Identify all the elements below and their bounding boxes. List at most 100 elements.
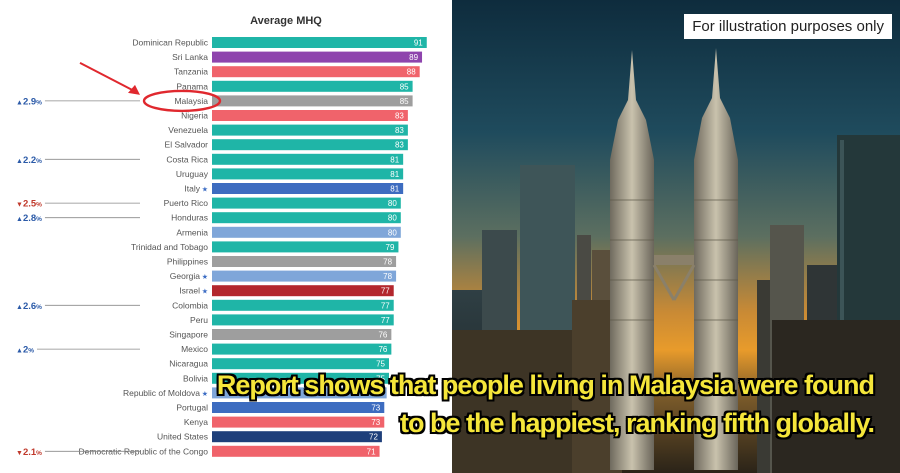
- highlight-circle: [142, 89, 222, 113]
- value-label: 79: [386, 243, 395, 252]
- category-label: Nicaragua: [169, 359, 208, 369]
- star-icon: ★: [202, 288, 208, 296]
- value-label: 72: [369, 433, 378, 442]
- category-label: Democratic Republic of the Congo: [79, 446, 209, 456]
- value-label: 80: [388, 228, 397, 237]
- value-label: 75: [376, 374, 385, 383]
- bar-nigeria: [212, 110, 408, 121]
- bar-mexico: [212, 343, 392, 355]
- value-label: 81: [390, 170, 399, 179]
- value-label: 89: [409, 53, 418, 62]
- change-label: ▲2.9%: [16, 96, 42, 107]
- category-label: Colombia: [172, 300, 208, 310]
- bar-costa-rica: [212, 153, 404, 165]
- bar-colombia: [212, 299, 394, 311]
- value-label: 80: [388, 199, 397, 208]
- bar-tanzania: [212, 66, 420, 78]
- photo-panel: For illustration purposes only: [452, 0, 900, 473]
- bar-uruguay: [212, 168, 404, 180]
- category-label: Dominican Republic: [132, 38, 208, 48]
- bar-kenya: [212, 416, 385, 428]
- value-label: 81: [390, 185, 399, 194]
- value-label: 77: [381, 287, 390, 296]
- category-label: Panama: [176, 81, 208, 91]
- change-label: ▲2.8%: [16, 213, 42, 224]
- value-label: 78: [383, 258, 392, 267]
- category-label: Malaysia: [174, 96, 208, 106]
- value-label: 75: [376, 360, 385, 369]
- bar-sri-lanka: [212, 51, 423, 63]
- value-label: 81: [390, 155, 399, 164]
- category-label: El Salvador: [165, 140, 209, 150]
- category-label: Mexico: [181, 344, 208, 354]
- bar-peru: [212, 314, 394, 326]
- bar-venezuela: [212, 124, 408, 136]
- value-label: 83: [395, 126, 404, 135]
- bar-nicaragua: [212, 358, 389, 370]
- highlight-arrow: [79, 62, 137, 93]
- bar-philippines: [212, 256, 397, 267]
- bar-trinidad-and-tobago: [212, 241, 399, 253]
- bar-israel: [212, 285, 394, 297]
- change-label: ▲2.2%: [16, 155, 42, 166]
- value-label: 77: [381, 301, 390, 310]
- category-label: Venezuela: [168, 125, 208, 135]
- category-label: Portugal: [176, 403, 208, 413]
- bar-bolivia: [212, 372, 389, 384]
- value-label: 85: [400, 82, 409, 91]
- category-label: Philippines: [167, 257, 208, 267]
- category-label: Nigeria: [181, 111, 208, 121]
- value-label: 83: [395, 112, 404, 121]
- category-label: Italy: [184, 184, 200, 194]
- category-label: Puerto Rico: [164, 198, 209, 208]
- value-label: 73: [371, 404, 380, 413]
- arrow-head-icon: [128, 84, 140, 95]
- bar-united-states: [212, 431, 382, 443]
- value-label: 83: [395, 141, 404, 150]
- category-label: Costa Rica: [166, 154, 208, 164]
- star-icon: ★: [202, 273, 208, 281]
- star-icon: ★: [202, 186, 208, 194]
- change-label: ▲2%: [16, 345, 34, 356]
- chart-panel: Average MHQ 91 Dominican Republic 89 Sri La…: [16, 15, 427, 458]
- value-label: 71: [367, 447, 376, 456]
- category-label: Kenya: [184, 417, 208, 427]
- category-label: United States: [157, 432, 208, 442]
- change-label: ▼2.1%: [16, 447, 42, 458]
- bar-republic-of-moldova: [212, 387, 387, 399]
- category-label: Trinidad and Tobago: [131, 242, 208, 252]
- category-label: Singapore: [169, 330, 208, 340]
- bar-italy: [212, 183, 404, 194]
- category-label: Uruguay: [176, 169, 209, 179]
- change-label: ▼2.5%: [16, 199, 42, 210]
- bar-portugal: [212, 402, 385, 413]
- value-label: 74: [374, 389, 383, 398]
- category-label: Peru: [190, 315, 208, 325]
- star-icon: ★: [202, 390, 208, 398]
- value-label: 91: [414, 39, 423, 48]
- category-label: Sri Lanka: [172, 52, 208, 62]
- change-label: ▲2.6%: [16, 301, 42, 312]
- value-label: 88: [407, 68, 416, 77]
- bar-georgia: [212, 270, 397, 282]
- caption-line-1: Report shows that people living in Malay…: [216, 370, 875, 400]
- category-label: Honduras: [171, 213, 208, 223]
- category-label: Armenia: [176, 227, 208, 237]
- bar-malaysia: [212, 95, 413, 107]
- value-label: 80: [388, 214, 397, 223]
- bar-el-salvador: [212, 139, 408, 151]
- value-label: 73: [371, 418, 380, 427]
- value-label: 78: [383, 272, 392, 281]
- category-label: Republic of Moldova: [123, 388, 200, 398]
- illustration-note: For illustration purposes only: [684, 14, 892, 39]
- category-label: Bolivia: [183, 373, 208, 383]
- image-caption: Report shows that people living in Malay…: [54, 366, 875, 442]
- bar-singapore: [212, 329, 392, 340]
- bar-armenia: [212, 226, 401, 238]
- chart-title: Average MHQ: [250, 15, 322, 27]
- value-label: 76: [378, 345, 387, 354]
- bar-honduras: [212, 212, 401, 224]
- caption-line-2: to be the happiest, ranking fifth global…: [399, 408, 875, 438]
- value-label: 76: [378, 331, 387, 340]
- bar-panama: [212, 80, 413, 92]
